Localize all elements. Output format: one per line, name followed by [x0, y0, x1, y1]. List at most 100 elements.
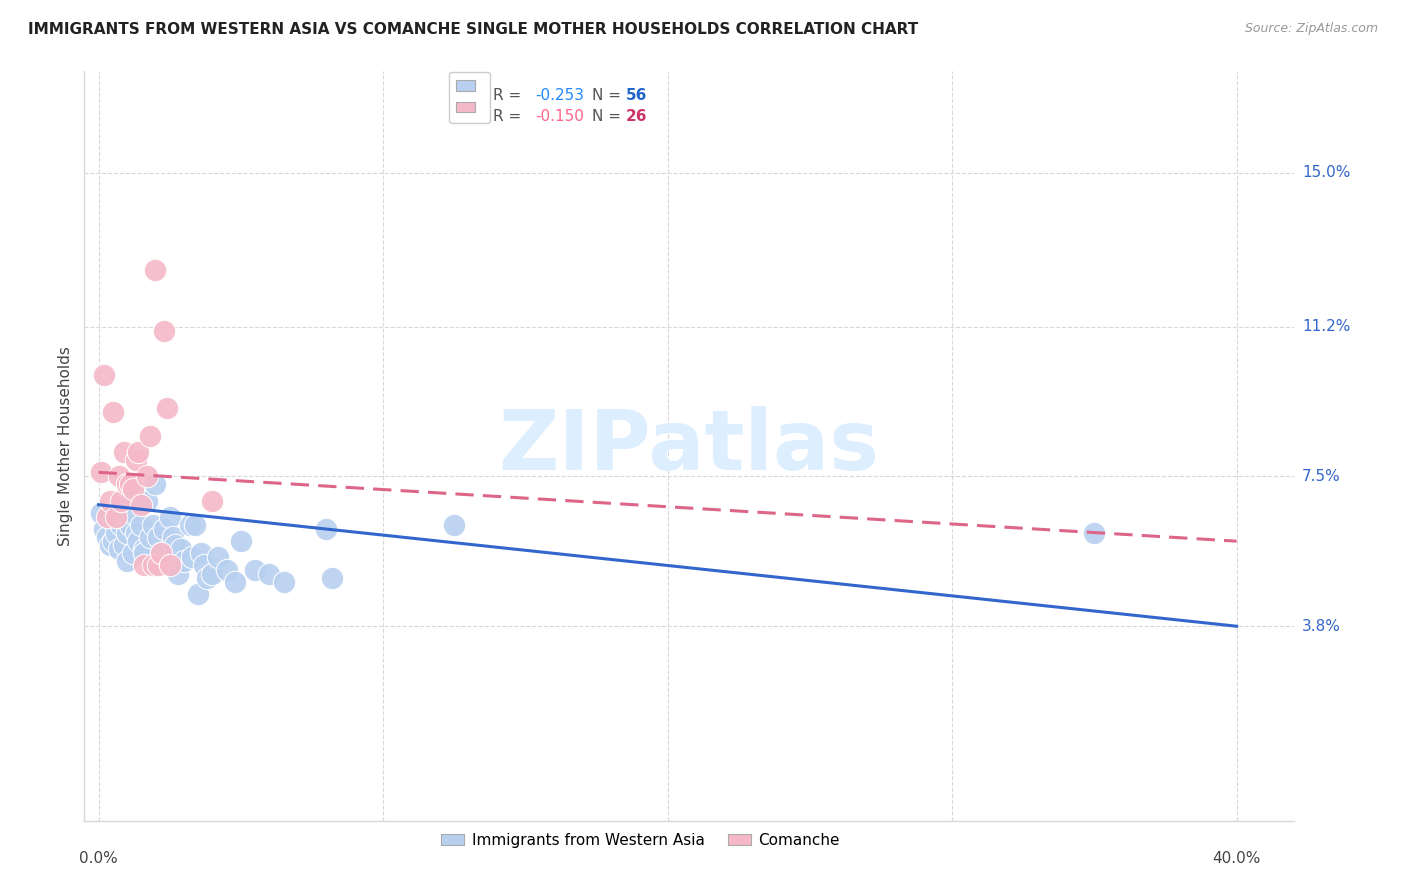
Point — [93, 522, 115, 536]
Point — [96, 509, 118, 524]
Point — [93, 368, 115, 383]
Point — [167, 566, 190, 581]
Text: 15.0%: 15.0% — [1302, 165, 1350, 180]
Point — [127, 445, 149, 459]
Point — [115, 526, 138, 541]
Point — [115, 477, 138, 491]
Text: 40.0%: 40.0% — [1212, 851, 1261, 866]
Text: R =: R = — [494, 87, 522, 103]
Point — [127, 534, 149, 549]
Point — [181, 550, 204, 565]
Y-axis label: Single Mother Households: Single Mother Households — [58, 346, 73, 546]
Point — [201, 493, 224, 508]
Text: 0.0%: 0.0% — [79, 851, 118, 866]
Text: 56: 56 — [626, 87, 647, 103]
Point — [96, 530, 118, 544]
Point — [136, 469, 159, 483]
Point — [215, 562, 238, 576]
Point — [107, 509, 129, 524]
Point — [153, 324, 176, 338]
Point — [165, 538, 187, 552]
Point — [273, 574, 295, 589]
Point — [90, 466, 112, 480]
Point — [121, 546, 143, 560]
Text: 3.8%: 3.8% — [1302, 619, 1341, 633]
Point — [224, 574, 246, 589]
Point — [315, 522, 337, 536]
Text: -0.150: -0.150 — [536, 109, 585, 124]
Point — [443, 518, 465, 533]
Point — [148, 558, 170, 573]
Point — [190, 546, 212, 560]
Point — [98, 538, 121, 552]
Point — [159, 509, 181, 524]
Point — [118, 518, 141, 533]
Point — [124, 453, 146, 467]
Point — [112, 538, 135, 552]
Point — [101, 404, 124, 418]
Point — [118, 477, 141, 491]
Text: Source: ZipAtlas.com: Source: ZipAtlas.com — [1244, 22, 1378, 36]
Text: N =: N = — [592, 87, 621, 103]
Point — [170, 542, 193, 557]
Point — [150, 546, 173, 560]
Point — [132, 542, 155, 557]
Point — [229, 534, 252, 549]
Point — [121, 506, 143, 520]
Point — [187, 587, 209, 601]
Point — [132, 546, 155, 560]
Point — [101, 534, 124, 549]
Point — [121, 482, 143, 496]
Text: N =: N = — [592, 109, 621, 124]
Point — [142, 558, 165, 573]
Text: 7.5%: 7.5% — [1302, 469, 1340, 483]
Point — [173, 554, 195, 568]
Point — [118, 498, 141, 512]
Legend: Immigrants from Western Asia, Comanche: Immigrants from Western Asia, Comanche — [436, 827, 846, 855]
Point — [129, 518, 152, 533]
Point — [148, 530, 170, 544]
Point — [193, 558, 215, 573]
Text: 11.2%: 11.2% — [1302, 319, 1350, 334]
Point — [110, 493, 132, 508]
Point — [153, 522, 176, 536]
Point — [90, 506, 112, 520]
Point — [129, 498, 152, 512]
Point — [110, 518, 132, 533]
Point — [112, 445, 135, 459]
Point — [132, 558, 155, 573]
Point — [159, 558, 181, 573]
Point — [201, 566, 224, 581]
Point — [107, 542, 129, 557]
Point — [124, 526, 146, 541]
Point — [145, 477, 167, 491]
Point — [179, 518, 201, 533]
Point — [321, 571, 343, 585]
Point — [195, 571, 218, 585]
Point — [139, 429, 162, 443]
Text: 26: 26 — [626, 109, 648, 124]
Point — [104, 526, 127, 541]
Text: -0.253: -0.253 — [536, 87, 585, 103]
Point — [162, 530, 184, 544]
Text: ZIPatlas: ZIPatlas — [499, 406, 879, 486]
Point — [1083, 526, 1105, 541]
Point — [136, 493, 159, 508]
Point — [98, 493, 121, 508]
Text: IMMIGRANTS FROM WESTERN ASIA VS COMANCHE SINGLE MOTHER HOUSEHOLDS CORRELATION CH: IMMIGRANTS FROM WESTERN ASIA VS COMANCHE… — [28, 22, 918, 37]
Point — [156, 558, 179, 573]
Point — [150, 546, 173, 560]
Point — [259, 566, 281, 581]
Point — [139, 530, 162, 544]
Point — [145, 262, 167, 277]
Text: R =: R = — [494, 109, 522, 124]
Point — [142, 518, 165, 533]
Point — [207, 550, 229, 565]
Point — [104, 506, 127, 520]
Point — [101, 514, 124, 528]
Point — [115, 554, 138, 568]
Point — [107, 469, 129, 483]
Point — [243, 562, 266, 576]
Point — [104, 509, 127, 524]
Point — [156, 401, 179, 415]
